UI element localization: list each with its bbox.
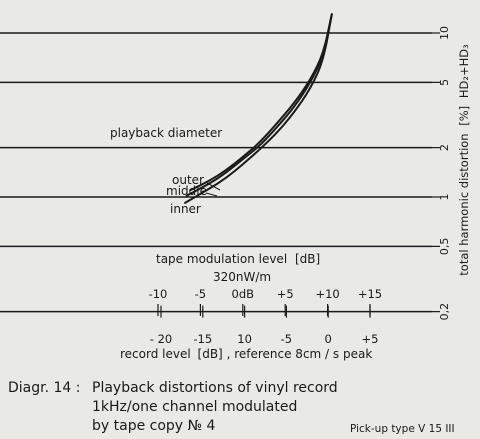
record-axis-tick-label: - 20 [150, 332, 172, 346]
series-outer [189, 13, 333, 192]
record-axis-tick-label: -15 [193, 332, 212, 346]
series-middle [185, 13, 333, 197]
caption-line3: by tape copy № 4 [92, 418, 216, 434]
leader-middle [205, 192, 218, 197]
series-inner [184, 13, 333, 204]
record-axis-tick-label: 10 [237, 332, 252, 346]
annotation-playback-diameter: playback diameter [110, 126, 222, 140]
y-tick-labels: 0,2 0,5 1 2 5 10 [438, 26, 451, 320]
caption-line2: 1kHz/one channel modulated [92, 399, 298, 415]
y-tick-label: 0,2 [438, 303, 451, 321]
tape-axis-tick-label: 0dB [232, 287, 255, 301]
gridlines [0, 32, 440, 313]
record-axis-tick-label: +5 [362, 332, 379, 346]
caption-pickup: Pick-up type V 15 III [350, 423, 455, 435]
y-tick-label: 0,5 [438, 238, 451, 256]
record-axis: - 20 -15 10 -5 0 +5 [150, 305, 379, 346]
leader-outer [206, 182, 221, 191]
y-axis-title: total harmonic distortion [%] HD₂+HD₃ [457, 44, 471, 276]
caption-line1: Playback distortions of vinyl record [92, 380, 338, 396]
tape-axis-tick-label: -10 [149, 287, 168, 301]
tape-axis-title: tape modulation level [dB] [156, 252, 320, 266]
y-tick-label: 10 [438, 26, 451, 40]
tape-axis-tick-label: +10 [315, 287, 339, 301]
y-tick-label: 5 [438, 79, 451, 86]
annotation-inner: inner [170, 202, 201, 216]
tape-axis-reference: 320nW/m [213, 270, 271, 284]
annotation-middle: middle [166, 184, 207, 198]
tape-axis-tick-label: -5 [195, 287, 206, 301]
y-tick-label: 1 [438, 194, 451, 201]
series-curves [184, 13, 333, 204]
record-axis-tick-label: 0 [325, 332, 332, 346]
record-axis-title: record level [dB] , reference 8cm / s pe… [120, 347, 372, 361]
record-axis-tick-label: -5 [281, 332, 292, 346]
annotation-outer: outer [172, 173, 204, 187]
tape-axis-tick-label: +5 [277, 287, 294, 301]
caption-prefix: Diagr. 14 : [8, 380, 81, 396]
y-tick-label: 2 [438, 144, 451, 151]
tape-axis-tick-label: +15 [358, 287, 382, 301]
